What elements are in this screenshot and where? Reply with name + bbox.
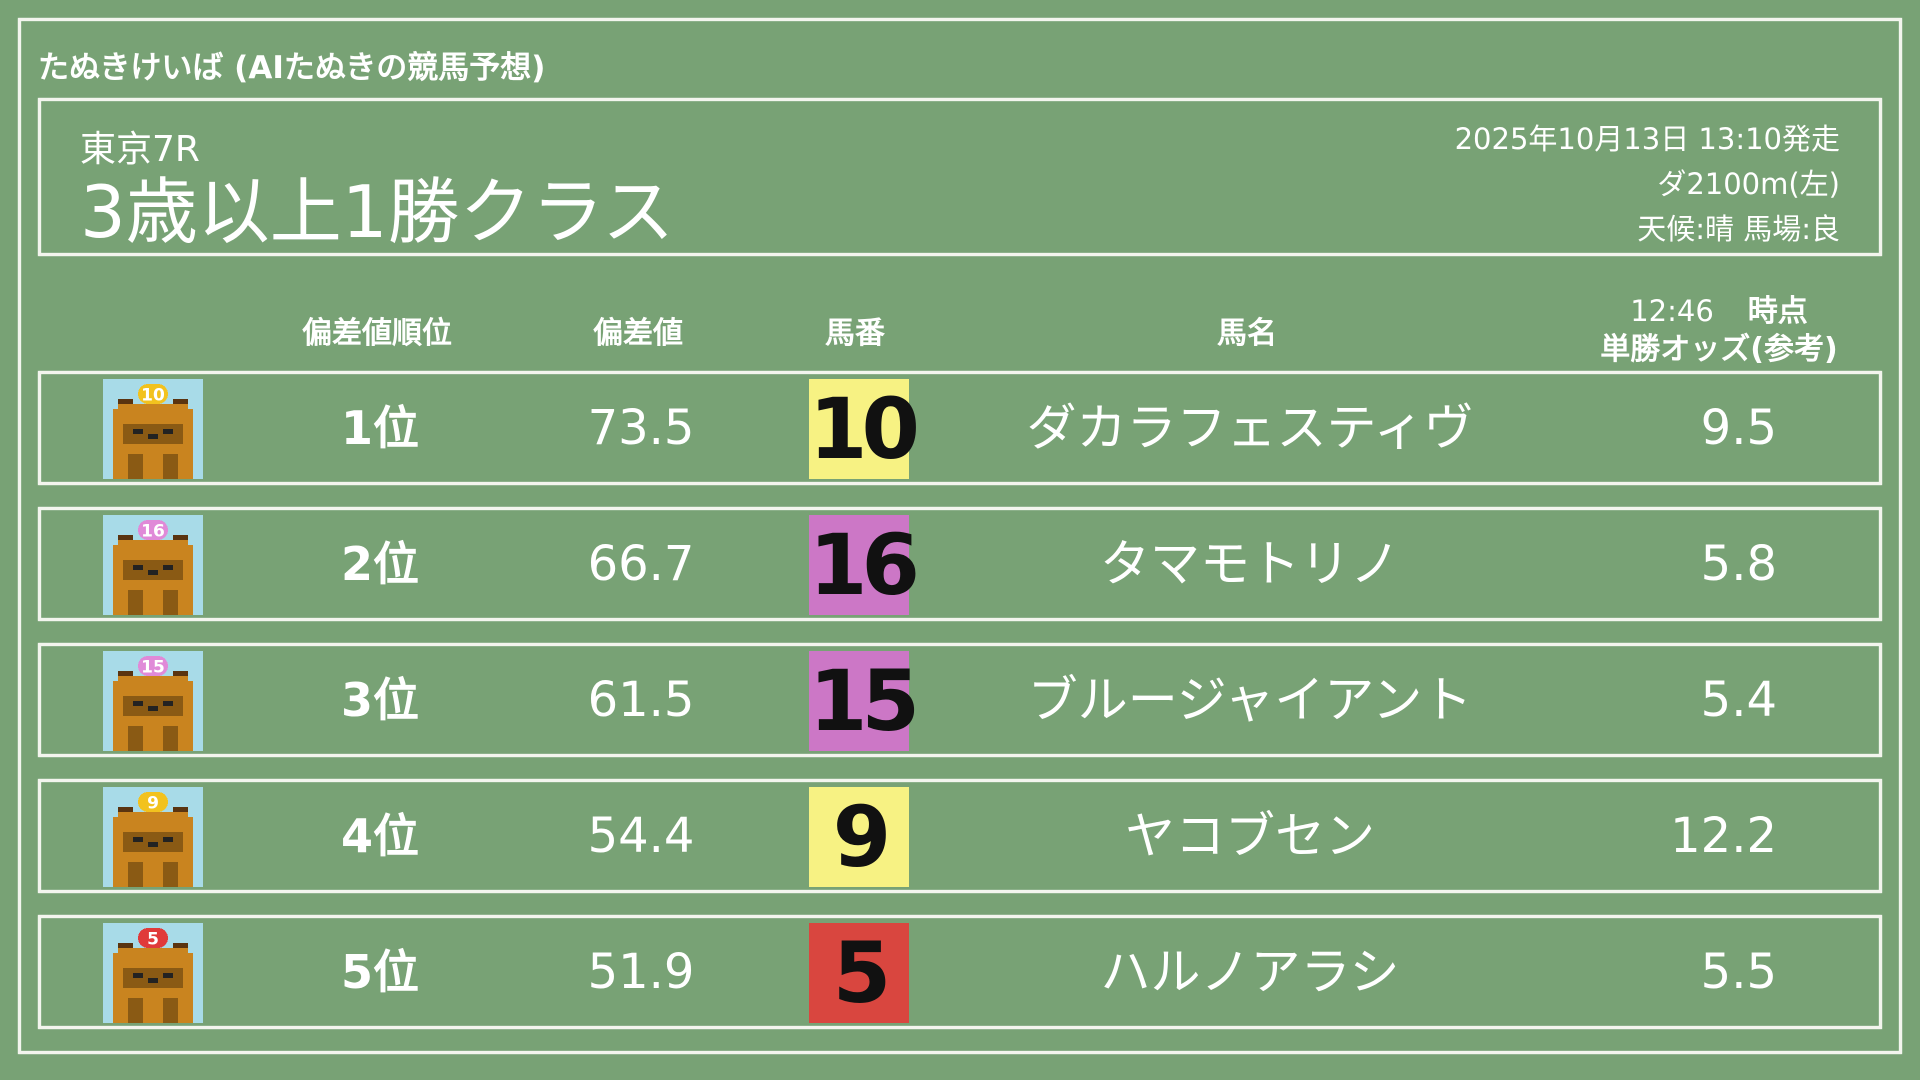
odds: 5.4 [1700, 672, 1777, 728]
horse-number: 16 [809, 515, 920, 615]
column-header-number: 馬番 [825, 316, 885, 351]
race-datetime: 2025年10月13日 13:10発走 [1454, 122, 1840, 156]
odds: 9.5 [1700, 400, 1777, 456]
odds: 5.5 [1700, 944, 1777, 1000]
rank: 1位 [340, 401, 420, 455]
horse-name: ヤコブセン [1125, 807, 1375, 865]
horse-number: 10 [809, 379, 920, 479]
column-header-odds: 12:46 時点 単勝オッズ(参考) [1600, 292, 1837, 369]
rank: 4位 [340, 809, 420, 863]
horse-number: 15 [809, 651, 920, 751]
race-header [38, 98, 1882, 256]
table-row: 16 2位 66.7 16 タマモトリノ 5.8 [38, 507, 1882, 621]
score: 61.5 [587, 672, 695, 728]
avatar-number: 10 [141, 386, 165, 406]
tanuki-avatar-icon: 5 [103, 923, 203, 1023]
race-course: ダ2100m(左) [1657, 167, 1840, 201]
odds-label: 単勝オッズ(参考) [1600, 332, 1838, 367]
race-name: 3歳以上1勝クラス [80, 170, 675, 254]
tanuki-avatar-icon: 10 [103, 379, 203, 479]
horse-name: ハルノアラシ [1100, 943, 1400, 1001]
horse-number: 5 [809, 923, 909, 1023]
avatar-number: 16 [141, 522, 165, 542]
app-title: たぬきけいば (AIたぬきの競馬予想) [38, 50, 546, 86]
rank: 5位 [340, 945, 420, 999]
avatar-number: 15 [141, 658, 165, 678]
table-row: 15 3位 61.5 15 ブルージャイアント 5.4 [38, 643, 1882, 757]
score: 51.9 [587, 944, 695, 1000]
outer-frame [18, 18, 1902, 1054]
odds-time: 12:46 [1630, 294, 1714, 328]
horse-name: タマモトリノ [1100, 535, 1400, 593]
race-venue: 東京7R [80, 129, 200, 170]
score: 73.5 [587, 400, 695, 456]
column-header-name: 馬名 [1217, 316, 1277, 351]
horse-name: ブルージャイアント [1027, 671, 1473, 729]
tanuki-avatar-icon: 16 [103, 515, 203, 615]
table-row: 5 5位 51.9 5 ハルノアラシ 5.5 [38, 915, 1882, 1029]
tanuki-avatar-icon: 9 [103, 787, 203, 887]
table-row: 10 1位 73.5 10 ダカラフェスティヴ 9.5 [38, 371, 1882, 485]
score: 54.4 [587, 808, 695, 864]
column-header-rank: 偏差値順位 [302, 316, 452, 351]
column-header-score: 偏差値 [593, 316, 683, 351]
avatar-number: 9 [147, 794, 159, 814]
horse-number: 9 [809, 787, 909, 887]
score: 66.7 [587, 536, 695, 592]
table-row: 9 4位 54.4 9 ヤコブセン 12.2 [38, 779, 1882, 893]
rank: 2位 [340, 537, 420, 591]
odds: 5.8 [1700, 536, 1777, 592]
tanuki-avatar-icon: 15 [103, 651, 203, 751]
odds-time-suffix: 時点 [1747, 294, 1808, 329]
avatar-number: 5 [147, 930, 159, 950]
horse-name: ダカラフェスティヴ [1026, 399, 1474, 457]
race-conditions: 天候:晴 馬場:良 [1637, 212, 1840, 246]
rank: 3位 [340, 673, 420, 727]
odds: 12.2 [1670, 808, 1777, 864]
